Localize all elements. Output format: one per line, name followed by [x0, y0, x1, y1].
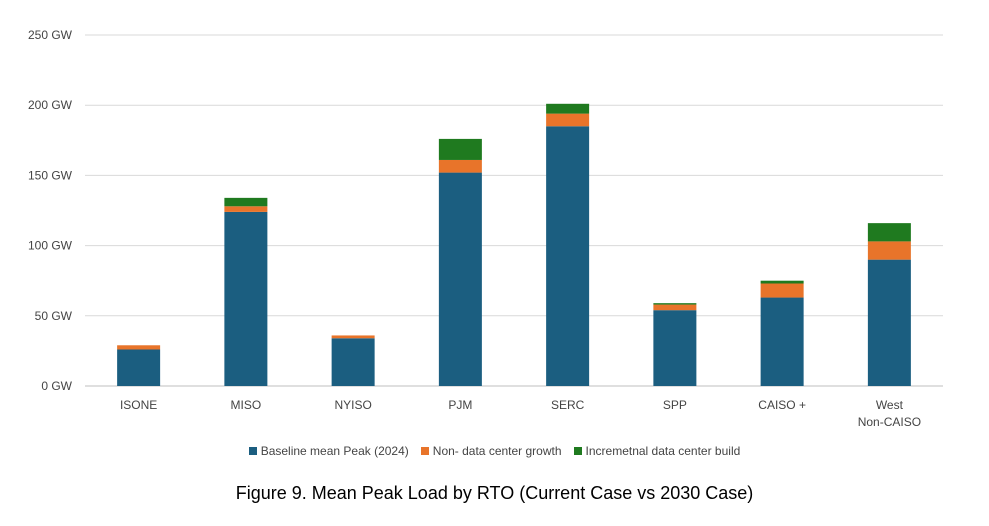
- legend-label: Incremetnal data center build: [585, 444, 741, 458]
- legend-item: Non- data center growth: [420, 444, 562, 458]
- bar-segment-non-dc-growth: [867, 241, 911, 260]
- x-tick-label: SPP: [663, 398, 687, 412]
- bar-segment-dc-build: [867, 223, 911, 242]
- legend-swatch: [573, 447, 582, 455]
- y-tick-label: 0 GW: [41, 379, 72, 393]
- legend-label: Non- data center growth: [432, 444, 562, 458]
- stacked-bar-chart: 0 GW 50 GW 100 GW 150 GW 200 GW 250 GW ISONE MI…: [28, 28, 943, 429]
- x-tick-label: PJM: [448, 398, 472, 412]
- legend-swatch: [420, 447, 429, 455]
- bar-segment-non-dc-growth: [546, 113, 590, 127]
- x-tick-label: ISONE: [120, 398, 157, 412]
- x-tick-label: NYISO: [334, 398, 371, 412]
- x-tick-label: SERC: [551, 398, 585, 412]
- bar-segment-non-dc-growth: [653, 304, 697, 311]
- bar-segment-dc-build: [760, 280, 804, 284]
- legend-swatch: [248, 447, 257, 455]
- bar-segment-dc-build: [653, 303, 697, 305]
- bar-segment-non-dc-growth: [224, 206, 268, 212]
- bar-segment-baseline: [117, 349, 161, 386]
- bar-segment-dc-build: [438, 138, 482, 160]
- legend-item: Incremetnal data center build: [573, 444, 741, 458]
- figure-caption: Figure 9. Mean Peak Load by RTO (Current…: [235, 483, 754, 503]
- bar-segment-baseline: [760, 297, 804, 386]
- x-tick-label: MISO: [231, 398, 262, 412]
- x-tick-label: Non-CAISO: [858, 415, 921, 429]
- y-tick-label: 250 GW: [28, 28, 73, 42]
- x-tick-label: West: [876, 398, 904, 412]
- bar-segment-non-dc-growth: [760, 283, 804, 298]
- bar-segment-non-dc-growth: [331, 335, 375, 339]
- legend-item: Baseline mean Peak (2024): [248, 444, 409, 458]
- y-tick-label: 150 GW: [28, 168, 73, 182]
- bar-segment-baseline: [224, 211, 268, 386]
- bar-segment-baseline: [546, 126, 590, 386]
- bar-segment-baseline: [653, 310, 697, 386]
- bar-segment-non-dc-growth: [117, 345, 161, 350]
- y-tick-label: 50 GW: [35, 309, 73, 323]
- y-tick-label: 200 GW: [28, 98, 73, 112]
- bar-segment-dc-build: [546, 103, 590, 114]
- bar-segment-non-dc-growth: [438, 159, 482, 173]
- bar-segment-baseline: [438, 172, 482, 386]
- bar-segment-baseline: [331, 338, 375, 386]
- y-tick-label: 100 GW: [28, 239, 73, 253]
- legend-label: Baseline mean Peak (2024): [260, 444, 409, 458]
- bar-segment-baseline: [867, 259, 911, 386]
- x-tick-label: CAISO +: [758, 398, 806, 412]
- chart-legend: Baseline mean Peak (2024) Non- data cente…: [0, 444, 989, 458]
- bar-segment-dc-build: [224, 197, 268, 207]
